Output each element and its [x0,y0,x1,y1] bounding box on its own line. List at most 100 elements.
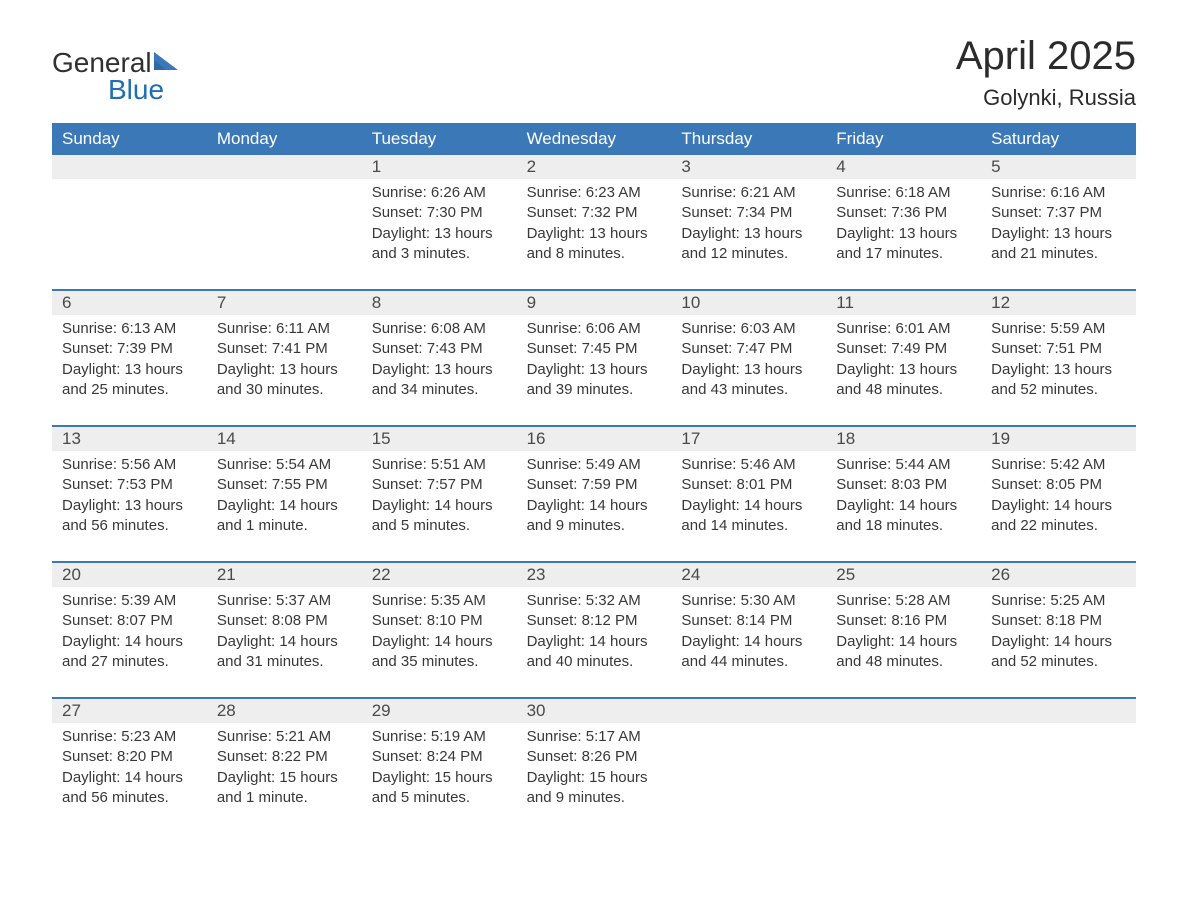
day-details: Sunrise: 6:06 AMSunset: 7:45 PMDaylight:… [517,315,672,411]
day-number-row: 12345 [52,155,1136,179]
daylight-text: Daylight: 13 hours and 43 minutes. [681,360,816,401]
sunset-text: Sunset: 7:47 PM [681,339,816,359]
weekday-header: Saturday [981,123,1136,155]
daylight-text: Daylight: 14 hours and 1 minute. [217,496,352,537]
page-header: General Blue April 2025 Golynki, Russia [52,30,1136,117]
day-details-row: Sunrise: 6:26 AMSunset: 7:30 PMDaylight:… [52,179,1136,275]
sunrise-text: Sunrise: 6:18 AM [836,183,971,203]
day-details: Sunrise: 5:19 AMSunset: 8:24 PMDaylight:… [362,723,517,819]
sunrise-text: Sunrise: 6:13 AM [62,319,197,339]
sunset-text: Sunset: 8:22 PM [217,747,352,767]
sunrise-text: Sunrise: 5:17 AM [527,727,662,747]
daylight-text: Daylight: 13 hours and 21 minutes. [991,224,1126,265]
day-number: 24 [671,563,826,587]
sunset-text: Sunset: 7:45 PM [527,339,662,359]
daylight-text: Daylight: 14 hours and 14 minutes. [681,496,816,537]
brand-wordmark: General Blue [52,50,180,103]
day-number: 21 [207,563,362,587]
sunrise-text: Sunrise: 5:28 AM [836,591,971,611]
sunrise-text: Sunrise: 6:06 AM [527,319,662,339]
week-row: 6789101112Sunrise: 6:13 AMSunset: 7:39 P… [52,289,1136,411]
day-details: Sunrise: 5:21 AMSunset: 8:22 PMDaylight:… [207,723,362,819]
day-number: 13 [52,427,207,451]
weekday-header: Tuesday [362,123,517,155]
sunrise-text: Sunrise: 5:51 AM [372,455,507,475]
day-details: Sunrise: 5:17 AMSunset: 8:26 PMDaylight:… [517,723,672,819]
day-number-row: 6789101112 [52,291,1136,315]
daylight-text: Daylight: 14 hours and 44 minutes. [681,632,816,673]
day-number: 15 [362,427,517,451]
daylight-text: Daylight: 14 hours and 52 minutes. [991,632,1126,673]
day-number: 14 [207,427,362,451]
day-details: Sunrise: 5:51 AMSunset: 7:57 PMDaylight:… [362,451,517,547]
day-details: Sunrise: 5:35 AMSunset: 8:10 PMDaylight:… [362,587,517,683]
day-number-row: 27282930 [52,699,1136,723]
day-details: Sunrise: 5:23 AMSunset: 8:20 PMDaylight:… [52,723,207,819]
day-details: Sunrise: 5:28 AMSunset: 8:16 PMDaylight:… [826,587,981,683]
sunrise-text: Sunrise: 5:35 AM [372,591,507,611]
sunset-text: Sunset: 7:41 PM [217,339,352,359]
brand-logo: General Blue [52,30,180,103]
sunrise-text: Sunrise: 5:49 AM [527,455,662,475]
week-row: 12345Sunrise: 6:26 AMSunset: 7:30 PMDayl… [52,155,1136,275]
sunrise-text: Sunrise: 5:59 AM [991,319,1126,339]
sunset-text: Sunset: 8:14 PM [681,611,816,631]
day-number: 2 [517,155,672,179]
day-details: Sunrise: 5:56 AMSunset: 7:53 PMDaylight:… [52,451,207,547]
day-number: 20 [52,563,207,587]
day-details: Sunrise: 5:42 AMSunset: 8:05 PMDaylight:… [981,451,1136,547]
sunset-text: Sunset: 8:26 PM [527,747,662,767]
day-number: 25 [826,563,981,587]
daylight-text: Daylight: 14 hours and 27 minutes. [62,632,197,673]
daylight-text: Daylight: 13 hours and 3 minutes. [372,224,507,265]
sunset-text: Sunset: 8:03 PM [836,475,971,495]
day-number: 4 [826,155,981,179]
day-details: Sunrise: 6:21 AMSunset: 7:34 PMDaylight:… [671,179,826,275]
day-details-row: Sunrise: 6:13 AMSunset: 7:39 PMDaylight:… [52,315,1136,411]
day-number [52,155,207,179]
daylight-text: Daylight: 13 hours and 12 minutes. [681,224,816,265]
day-number: 17 [671,427,826,451]
day-number: 1 [362,155,517,179]
weekday-header-row: Sunday Monday Tuesday Wednesday Thursday… [52,123,1136,155]
sunrise-text: Sunrise: 5:23 AM [62,727,197,747]
day-details: Sunrise: 6:18 AMSunset: 7:36 PMDaylight:… [826,179,981,275]
daylight-text: Daylight: 15 hours and 5 minutes. [372,768,507,809]
brand-sail-icon [152,50,180,77]
daylight-text: Daylight: 14 hours and 40 minutes. [527,632,662,673]
daylight-text: Daylight: 14 hours and 5 minutes. [372,496,507,537]
day-details-row: Sunrise: 5:23 AMSunset: 8:20 PMDaylight:… [52,723,1136,819]
sunrise-text: Sunrise: 5:37 AM [217,591,352,611]
day-details: Sunrise: 5:30 AMSunset: 8:14 PMDaylight:… [671,587,826,683]
sunrise-text: Sunrise: 5:42 AM [991,455,1126,475]
day-details-row: Sunrise: 5:56 AMSunset: 7:53 PMDaylight:… [52,451,1136,547]
sunrise-text: Sunrise: 5:46 AM [681,455,816,475]
day-number [826,699,981,723]
daylight-text: Daylight: 15 hours and 9 minutes. [527,768,662,809]
sunrise-text: Sunrise: 6:01 AM [836,319,971,339]
sunset-text: Sunset: 8:12 PM [527,611,662,631]
day-number [671,699,826,723]
daylight-text: Daylight: 14 hours and 9 minutes. [527,496,662,537]
daylight-text: Daylight: 13 hours and 8 minutes. [527,224,662,265]
weekday-header: Sunday [52,123,207,155]
weekday-header: Friday [826,123,981,155]
sunrise-text: Sunrise: 6:03 AM [681,319,816,339]
sunset-text: Sunset: 7:43 PM [372,339,507,359]
sunrise-text: Sunrise: 6:11 AM [217,319,352,339]
sunset-text: Sunset: 7:36 PM [836,203,971,223]
sunset-text: Sunset: 8:16 PM [836,611,971,631]
daylight-text: Daylight: 13 hours and 17 minutes. [836,224,971,265]
weekday-header: Wednesday [517,123,672,155]
sunset-text: Sunset: 7:32 PM [527,203,662,223]
day-details: Sunrise: 5:44 AMSunset: 8:03 PMDaylight:… [826,451,981,547]
day-details [671,723,826,819]
sunrise-text: Sunrise: 6:23 AM [527,183,662,203]
daylight-text: Daylight: 15 hours and 1 minute. [217,768,352,809]
day-number: 26 [981,563,1136,587]
sunset-text: Sunset: 8:07 PM [62,611,197,631]
daylight-text: Daylight: 13 hours and 30 minutes. [217,360,352,401]
day-details: Sunrise: 6:23 AMSunset: 7:32 PMDaylight:… [517,179,672,275]
daylight-text: Daylight: 13 hours and 48 minutes. [836,360,971,401]
day-number-row: 20212223242526 [52,563,1136,587]
